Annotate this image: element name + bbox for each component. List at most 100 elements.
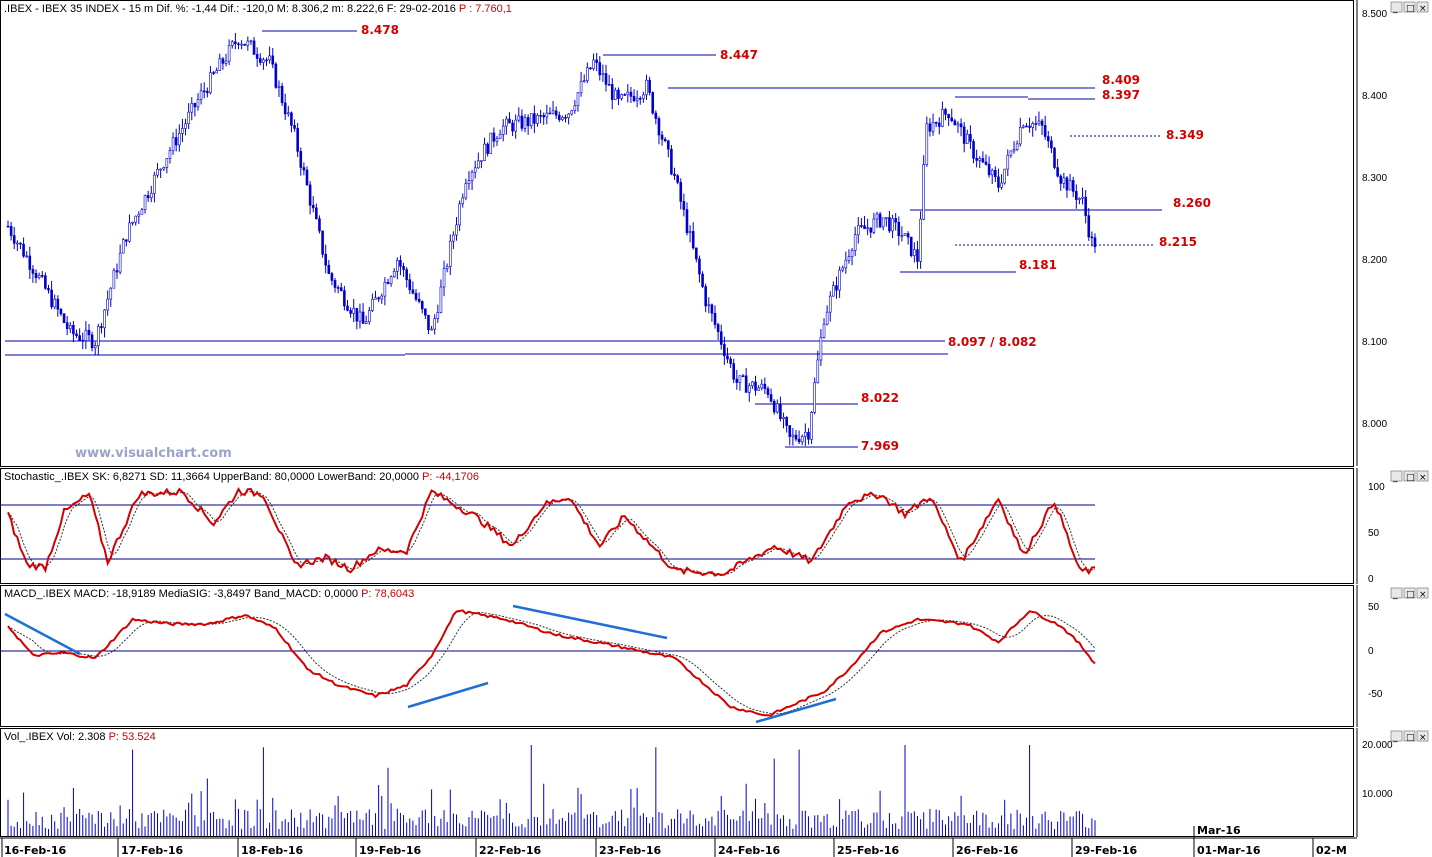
- svg-text:18-Feb-16: 18-Feb-16: [241, 844, 303, 857]
- candle-body: [287, 112, 290, 115]
- candle-body: [698, 258, 701, 275]
- candle-body: [321, 230, 324, 255]
- svg-text:8.022: 8.022: [861, 391, 899, 405]
- candle-body: [614, 89, 617, 100]
- candle-body: [576, 92, 580, 107]
- svg-text:8.000: 8.000: [1362, 419, 1387, 430]
- candle-body: [140, 209, 144, 215]
- svg-text:22-Feb-16: 22-Feb-16: [479, 844, 541, 857]
- candle-body: [670, 148, 673, 175]
- candle-body: [318, 218, 321, 232]
- window-buttons-vol[interactable]: _ □ ×: [1390, 730, 1429, 743]
- candle-body: [894, 218, 897, 223]
- candle-body: [1028, 125, 1031, 128]
- candle-body: [327, 264, 331, 274]
- candle-body: [1059, 175, 1063, 184]
- candle-body: [638, 97, 642, 100]
- candle-body: [570, 110, 574, 115]
- candle-body: [246, 40, 250, 46]
- svg-text:8.478: 8.478: [361, 23, 399, 37]
- candle-body: [642, 94, 645, 99]
- candle-body: [744, 375, 748, 393]
- candle-body: [1034, 123, 1038, 125]
- candle-body: [103, 309, 106, 329]
- candle-body: [517, 115, 521, 121]
- candle-body: [931, 122, 935, 132]
- candle-body: [106, 298, 109, 311]
- candle-body: [452, 234, 455, 242]
- candle-body: [754, 381, 757, 391]
- candle-body: [44, 275, 47, 289]
- candle-body: [648, 79, 651, 93]
- candle-body: [710, 304, 714, 314]
- macd-axis: 50 0 -50: [1356, 585, 1383, 727]
- candle-body: [311, 204, 315, 209]
- window-buttons-price[interactable]: _ □ ×: [1390, 1, 1429, 14]
- candle-body: [511, 122, 514, 132]
- svg-text:8.500: 8.500: [1362, 9, 1387, 20]
- candle-body: [1078, 198, 1081, 200]
- candle-body: [433, 318, 437, 330]
- candle-body: [339, 287, 343, 291]
- candle-body: [377, 297, 380, 300]
- candle-body: [396, 260, 399, 272]
- candle-body: [280, 85, 284, 104]
- candle-body: [828, 295, 832, 313]
- candle-body: [953, 120, 957, 126]
- candle-body: [604, 73, 608, 85]
- svg-text:×: ×: [1419, 590, 1427, 600]
- candle-body: [529, 113, 533, 127]
- candle-body: [626, 91, 630, 95]
- candle-body: [751, 381, 754, 387]
- candle-body: [878, 213, 882, 228]
- candle-body: [361, 311, 365, 324]
- candle-body: [919, 218, 922, 262]
- candle-body: [567, 113, 570, 118]
- candle-body: [408, 279, 412, 291]
- candle-body: [573, 105, 577, 111]
- candle-body: [994, 170, 997, 178]
- svg-text:8.397: 8.397: [1102, 88, 1140, 102]
- candle-body: [268, 55, 271, 61]
- candle-body: [442, 268, 446, 288]
- volume-bars: [7, 745, 1096, 836]
- svg-text:8.349: 8.349: [1166, 128, 1204, 142]
- candle-body: [804, 432, 807, 437]
- candle-body: [448, 240, 452, 267]
- candle-body: [411, 289, 415, 294]
- svg-text:8.447: 8.447: [720, 48, 758, 62]
- svg-text:_: _: [1392, 4, 1398, 14]
- svg-text:20.000: 20.000: [1362, 740, 1393, 751]
- candle-body: [651, 92, 655, 114]
- candle-body: [663, 138, 667, 142]
- candle-body: [866, 227, 869, 230]
- candle-body: [875, 213, 879, 220]
- candle-body: [308, 184, 312, 206]
- candle-body: [162, 167, 166, 170]
- candle-body: [666, 140, 670, 150]
- candle-body: [171, 137, 175, 151]
- macd-title: MACD_.IBEX MACD: -18,9189 MediaSIG: -3,8…: [4, 588, 414, 600]
- candle-body: [349, 310, 352, 314]
- candle-body: [1046, 136, 1050, 142]
- window-buttons-stoch[interactable]: _ □ ×: [1390, 470, 1429, 483]
- candle-body: [458, 203, 461, 226]
- candle-body: [112, 270, 116, 289]
- candle-body: [1043, 125, 1047, 137]
- svg-text:10.000: 10.000: [1362, 789, 1393, 800]
- candle-body: [262, 59, 265, 63]
- candle-body: [925, 123, 929, 165]
- window-buttons-macd[interactable]: _ □ ×: [1390, 587, 1429, 600]
- candle-body: [726, 355, 729, 360]
- candle-body: [863, 225, 866, 230]
- candle-body: [75, 333, 78, 336]
- candle-body: [97, 326, 100, 346]
- candle-body: [1031, 123, 1035, 128]
- candle-body: [523, 117, 527, 129]
- candle-body: [922, 164, 925, 220]
- candle-body: [333, 280, 337, 288]
- macd-line: [7, 609, 1096, 717]
- candle-body: [548, 112, 552, 115]
- candle-body: [701, 273, 704, 287]
- candle-body: [707, 304, 711, 307]
